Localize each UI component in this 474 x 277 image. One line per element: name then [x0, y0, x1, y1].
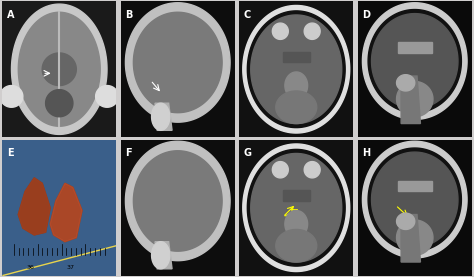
- Polygon shape: [397, 213, 415, 229]
- Polygon shape: [155, 103, 172, 130]
- Polygon shape: [285, 211, 308, 238]
- Text: A: A: [7, 9, 14, 20]
- Text: E: E: [7, 148, 14, 158]
- Polygon shape: [2, 246, 116, 276]
- Text: B: B: [126, 9, 133, 20]
- Polygon shape: [155, 242, 172, 269]
- Polygon shape: [397, 75, 415, 91]
- Text: D: D: [363, 9, 370, 20]
- Polygon shape: [18, 12, 100, 126]
- Polygon shape: [368, 9, 461, 113]
- Polygon shape: [398, 181, 432, 191]
- Polygon shape: [247, 149, 345, 266]
- Polygon shape: [126, 3, 230, 122]
- Polygon shape: [401, 214, 420, 262]
- Polygon shape: [276, 91, 317, 124]
- Polygon shape: [42, 53, 76, 86]
- Polygon shape: [273, 161, 288, 178]
- Polygon shape: [152, 103, 170, 130]
- Polygon shape: [276, 229, 317, 262]
- Polygon shape: [251, 15, 342, 124]
- Polygon shape: [368, 148, 461, 251]
- Text: H: H: [363, 148, 371, 158]
- Polygon shape: [372, 14, 458, 109]
- Text: C: C: [244, 9, 251, 20]
- Polygon shape: [304, 161, 320, 178]
- Polygon shape: [18, 178, 50, 235]
- Text: F: F: [126, 148, 132, 158]
- Polygon shape: [18, 178, 50, 235]
- Polygon shape: [304, 23, 320, 39]
- Polygon shape: [133, 151, 222, 251]
- Polygon shape: [273, 23, 288, 39]
- Polygon shape: [363, 141, 467, 258]
- Polygon shape: [397, 220, 433, 255]
- Polygon shape: [50, 183, 82, 242]
- Polygon shape: [152, 242, 170, 269]
- Polygon shape: [398, 42, 432, 53]
- Polygon shape: [126, 141, 230, 261]
- Polygon shape: [11, 4, 107, 134]
- Text: 36: 36: [27, 265, 35, 270]
- Polygon shape: [372, 152, 458, 247]
- Polygon shape: [285, 72, 308, 99]
- Polygon shape: [243, 144, 350, 271]
- Polygon shape: [363, 3, 467, 119]
- Polygon shape: [96, 86, 118, 107]
- Polygon shape: [401, 76, 420, 124]
- Polygon shape: [50, 183, 82, 242]
- Polygon shape: [283, 190, 310, 201]
- Text: G: G: [244, 148, 252, 158]
- Polygon shape: [247, 11, 345, 128]
- Polygon shape: [133, 12, 222, 113]
- Polygon shape: [251, 153, 342, 262]
- Polygon shape: [0, 86, 23, 107]
- Polygon shape: [397, 81, 433, 117]
- Polygon shape: [283, 52, 310, 63]
- Polygon shape: [46, 90, 73, 117]
- Text: 37: 37: [67, 265, 74, 270]
- Polygon shape: [243, 6, 350, 133]
